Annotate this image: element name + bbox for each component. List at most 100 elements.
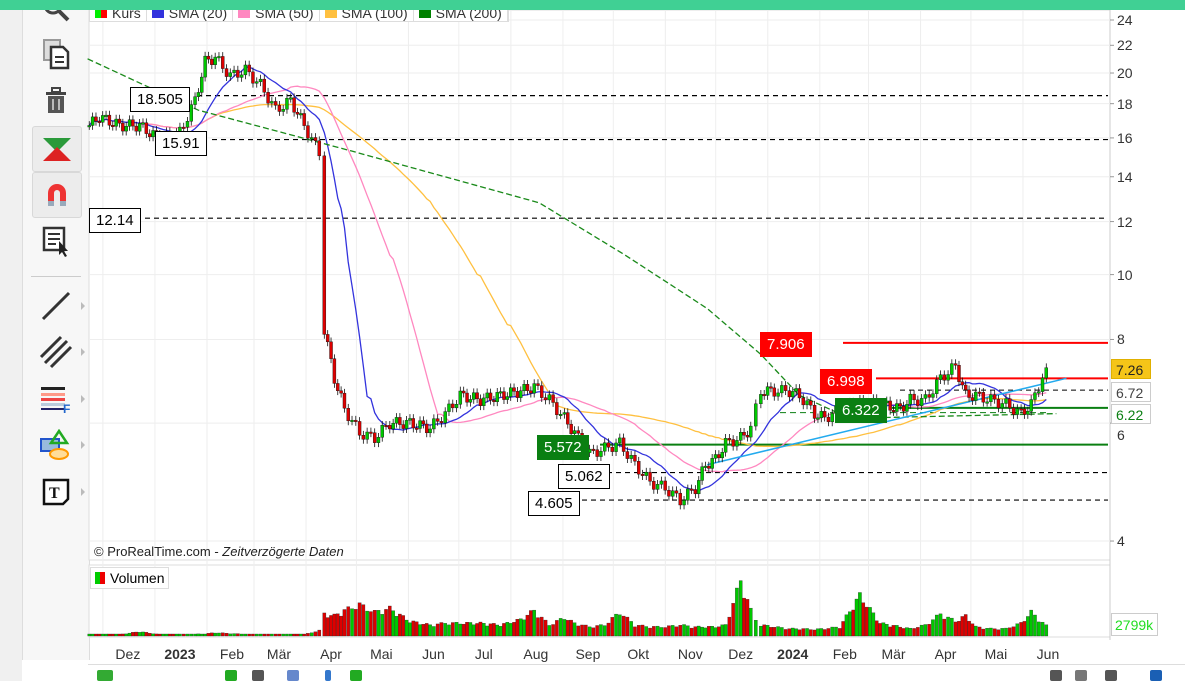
level-label-6998[interactable]: 6.998 [820, 369, 872, 394]
volume-bar [266, 633, 270, 637]
volume-bar [210, 632, 214, 637]
level-label-18505[interactable]: 18.505 [130, 87, 190, 112]
level-label-4605[interactable]: 4.605 [528, 491, 580, 516]
candle [221, 56, 225, 69]
candle [791, 391, 795, 398]
object-list-icon[interactable] [32, 219, 80, 263]
level-label-1214[interactable]: 12.14 [89, 208, 141, 233]
candle-icon[interactable] [225, 670, 237, 681]
volume-bar [717, 626, 721, 637]
level-label-7906[interactable]: 7.906 [760, 332, 812, 357]
shapes-tool-icon[interactable] [32, 423, 85, 467]
volume-bar [720, 624, 724, 637]
volume-bar [912, 628, 916, 637]
drawing-toolbar: F T [22, 0, 90, 660]
candle [498, 391, 503, 394]
volume-bar [134, 631, 139, 637]
candle [686, 488, 690, 501]
candle [104, 114, 108, 117]
level-label-5062[interactable]: 5.062 [558, 464, 610, 489]
y-tick-label: 12 [1117, 213, 1133, 230]
volume-bar [745, 599, 750, 637]
volume-bar [908, 627, 913, 637]
text-icon[interactable] [325, 670, 331, 681]
level-label-1591[interactable]: 15.91 [155, 131, 207, 156]
candle [1022, 408, 1027, 415]
candle [682, 500, 686, 506]
volume-bar [891, 625, 896, 637]
left-strip [0, 0, 22, 681]
volume-bar [1015, 623, 1020, 637]
candle [425, 423, 429, 434]
candle [447, 403, 451, 412]
volume-bar [435, 623, 440, 637]
x-tick-label: Aug [523, 646, 549, 662]
y-tick-label: 6 [1117, 427, 1125, 443]
line-tool-icon[interactable] [32, 284, 85, 328]
chart-style-icon[interactable] [32, 126, 82, 172]
zoom-out-icon[interactable] [1075, 670, 1087, 681]
volume-bar [938, 613, 943, 637]
volume-legend[interactable]: Volumen [90, 567, 170, 589]
candle [97, 121, 102, 123]
volume-bar [97, 633, 102, 637]
candle [342, 392, 347, 409]
copy-icon[interactable] [32, 32, 80, 76]
magnet-icon[interactable] [32, 172, 82, 218]
candle [776, 392, 780, 397]
candle [380, 425, 384, 438]
candle [908, 393, 912, 405]
volume-bar [495, 624, 500, 637]
volume-bar [525, 614, 530, 637]
volume-bar [809, 629, 813, 637]
volume-bar [203, 633, 207, 637]
candle [723, 438, 728, 453]
candle [411, 418, 416, 429]
volume-bar [621, 615, 626, 637]
candle [794, 388, 798, 392]
x-tick-label: Okt [627, 646, 650, 662]
volume-bar [111, 633, 115, 637]
candle [720, 452, 724, 459]
volume-bar [258, 633, 263, 637]
volume-bar [558, 618, 563, 637]
zoom-in-icon[interactable] [1050, 670, 1062, 681]
candle [322, 155, 327, 335]
legend-swatch [324, 7, 337, 18]
trash-icon[interactable] [32, 79, 80, 123]
candle [317, 140, 321, 157]
volume-bar [731, 603, 735, 637]
candle [816, 417, 820, 420]
volume-bar [644, 626, 649, 637]
volume-bar [408, 622, 412, 637]
candle-alt-icon[interactable] [350, 670, 362, 681]
volume-bar [508, 623, 513, 637]
volume-bar [1019, 622, 1023, 637]
volume-bar [277, 633, 282, 637]
volume-bar [414, 621, 419, 637]
x-tick-label: Jul [474, 646, 493, 662]
volume-bar [428, 624, 432, 637]
channel-tool-icon[interactable] [32, 330, 85, 374]
level-label-6322[interactable]: 6.322 [835, 398, 887, 423]
level-label-5572[interactable]: 5.572 [537, 435, 589, 460]
indicator-icon[interactable] [97, 670, 113, 681]
volume-bar [369, 611, 373, 637]
bar-icon[interactable] [252, 670, 264, 681]
candle [970, 397, 975, 401]
volume-bar [104, 633, 108, 637]
candle [124, 126, 128, 132]
candle [996, 399, 1001, 409]
layers-icon[interactable] [287, 670, 299, 681]
candle [251, 71, 255, 84]
candle [569, 423, 573, 434]
candle [203, 55, 207, 78]
text-tool-icon[interactable]: T [32, 470, 85, 514]
info-icon[interactable] [1105, 670, 1117, 681]
sma-100-line [88, 103, 1047, 448]
trendline [706, 377, 1067, 466]
fullscreen-icon[interactable] [1150, 670, 1162, 681]
volume-bar [325, 617, 330, 637]
candle [525, 384, 530, 391]
fibonacci-tool-icon[interactable]: F [32, 377, 85, 421]
